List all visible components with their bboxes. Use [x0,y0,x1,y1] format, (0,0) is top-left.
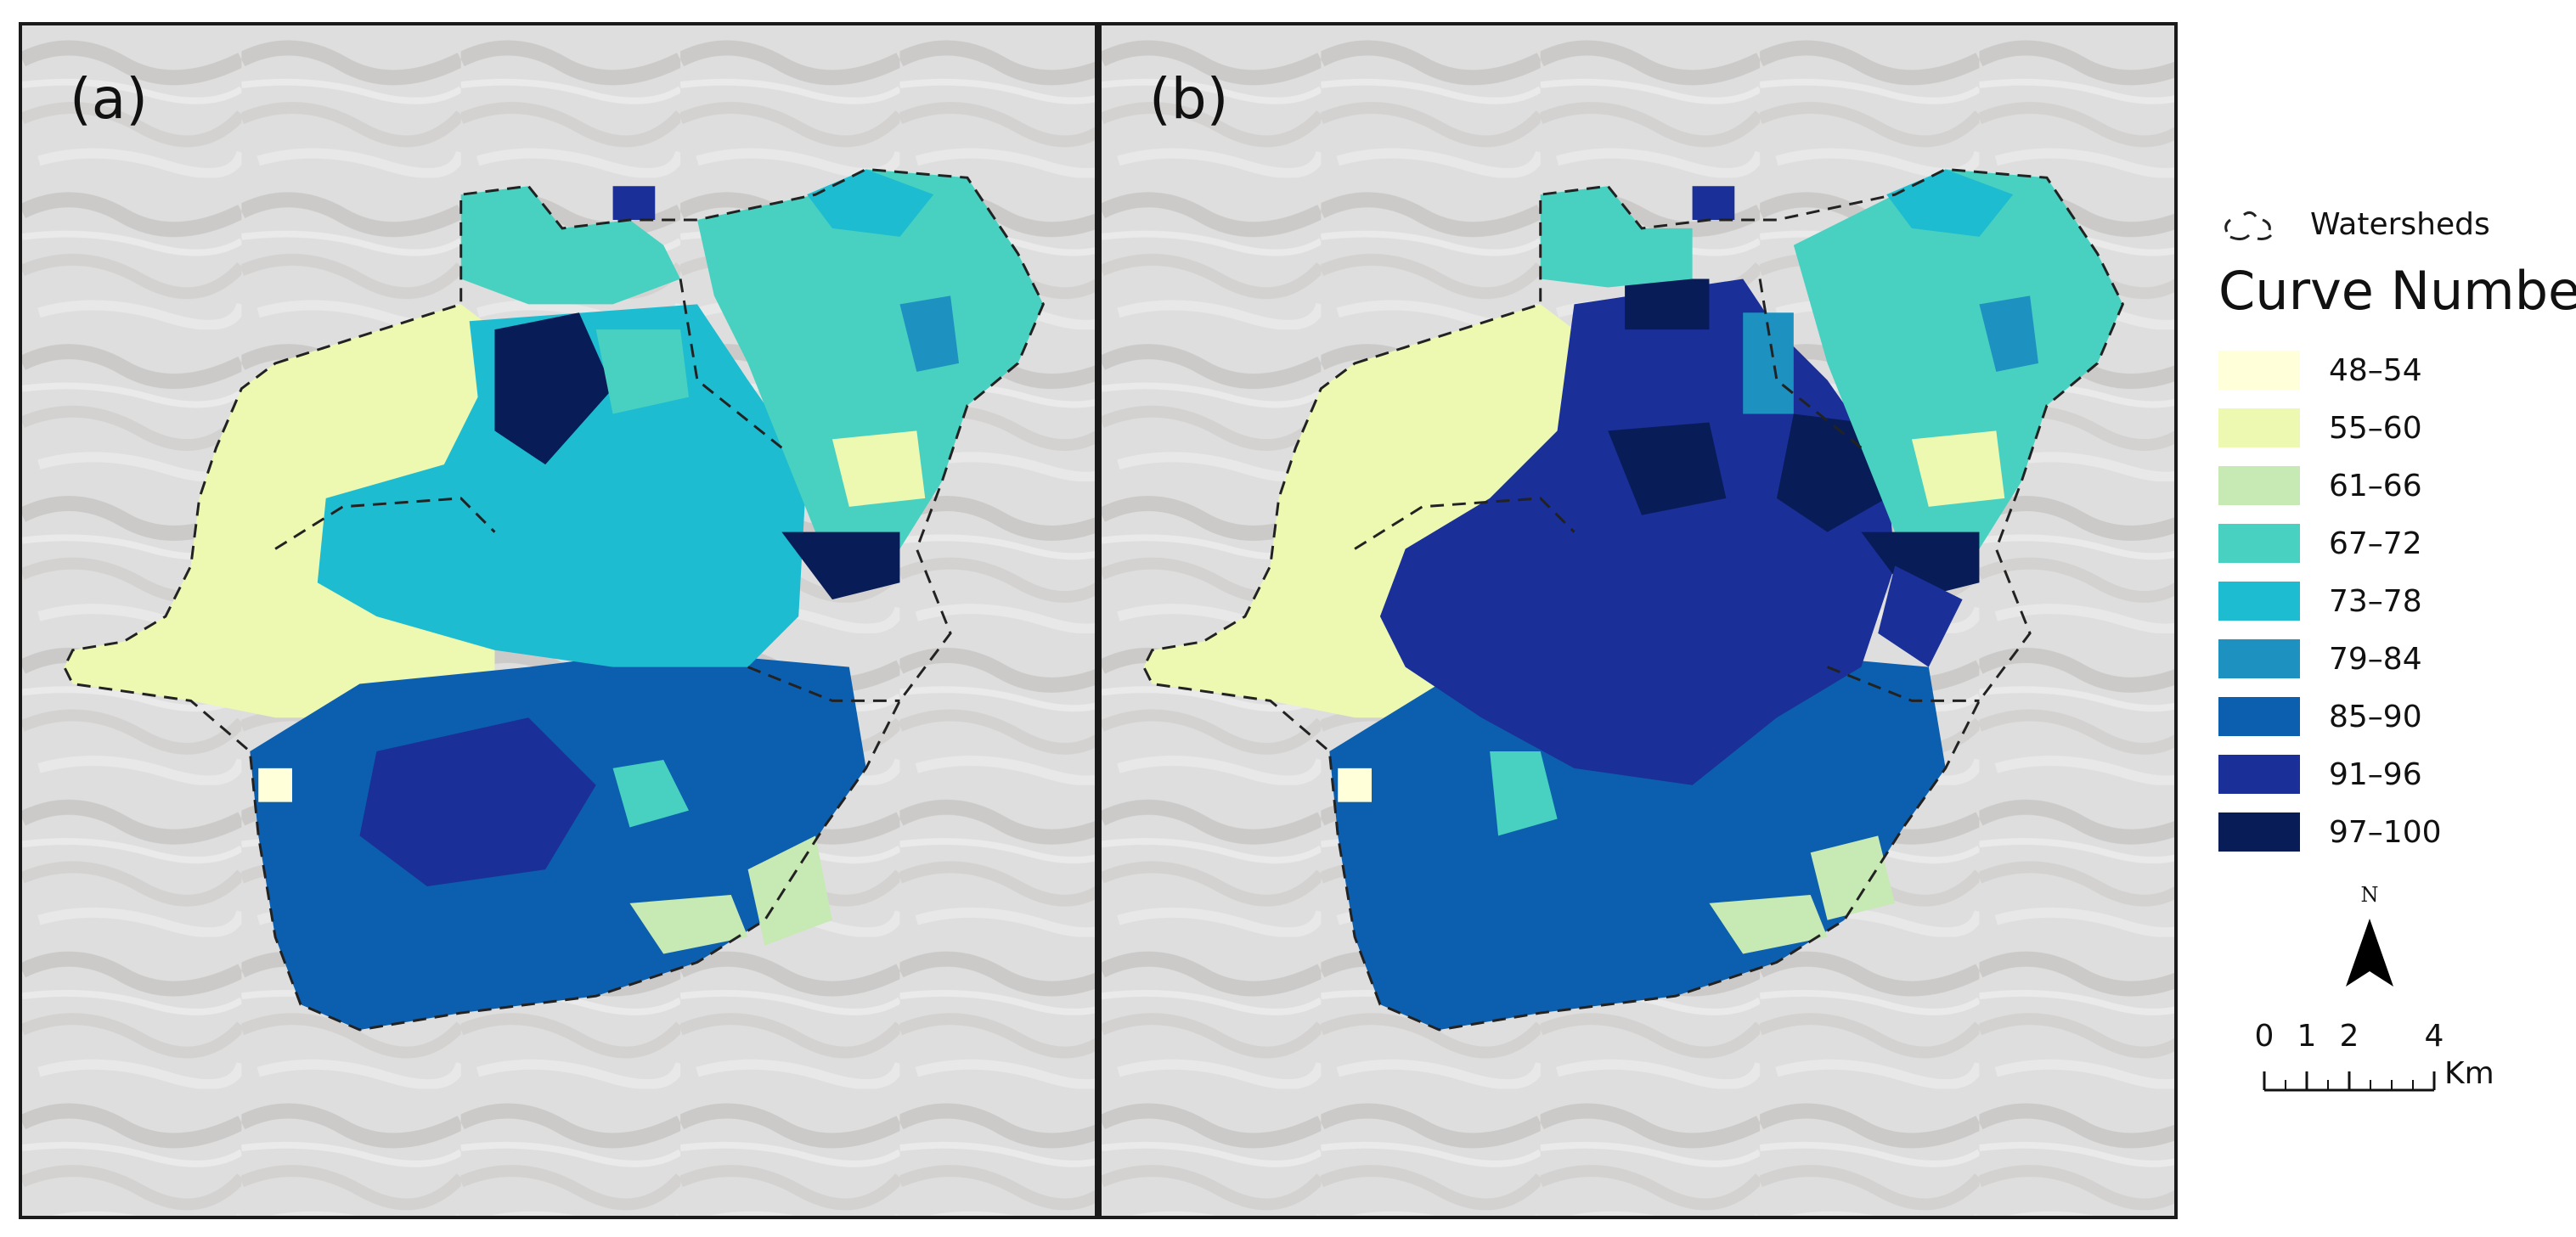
legend-class-label: 55–60 [2329,410,2422,446]
legend-title: Curve Number [2218,260,2576,322]
legend-class-label: 79–84 [2329,641,2422,677]
legend-class: 48–54 [2218,341,2442,399]
scale-bar: 0 1 2 4 Km [2255,1019,2565,1112]
scale-tick-label: 2 [2339,1019,2359,1054]
legend-swatch [2218,697,2300,736]
scale-unit: Km [2444,1056,2494,1091]
map-a-graphic [22,25,1095,1216]
legend-class-label: 67–72 [2329,526,2422,561]
scale-tick-label: 4 [2424,1019,2444,1054]
legend-class: 85–90 [2218,688,2442,745]
legend-swatch [2218,639,2300,678]
panel-label-a: (a) [70,66,148,132]
legend-watersheds-label: Watersheds [2310,206,2490,242]
legend-swatch [2218,466,2300,505]
legend-swatch [2218,524,2300,563]
legend-class-label: 48–54 [2329,352,2422,388]
legend-class-label: 73–78 [2329,583,2422,619]
legend-class-label: 97–100 [2329,814,2442,850]
map-panel-b: (b) [1098,22,2178,1219]
scale-bar-graphic [2263,1071,2436,1092]
legend-swatch [2218,812,2300,852]
watershed-boundary-icon [2224,211,2273,241]
map-legend: Watersheds Curve Number 48–54 55–60 61–6… [2208,0,2576,1237]
legend-class: 79–84 [2218,630,2442,688]
scale-tick-label: 1 [2297,1019,2317,1054]
legend-swatch [2218,408,2300,447]
north-arrow-icon [2346,919,2393,987]
legend-class: 55–60 [2218,399,2442,457]
scale-tick-label: 0 [2254,1019,2274,1054]
legend-class: 73–78 [2218,572,2442,630]
legend-swatch [2218,351,2300,390]
legend-class: 97–100 [2218,803,2442,861]
panel-label-b: (b) [1149,66,1229,132]
legend-class-label: 85–90 [2329,699,2422,734]
north-arrow-label: N [2360,883,2379,907]
legend-class-label: 61–66 [2329,468,2422,503]
map-panel-a: (a) [19,22,1098,1219]
north-arrow: N [2327,883,2412,993]
legend-class: 61–66 [2218,457,2442,514]
legend-classes: 48–54 55–60 61–66 67–72 73–78 79–84 85–9… [2218,341,2442,861]
legend-class: 91–96 [2218,745,2442,803]
map-b-graphic [1102,25,2174,1216]
legend-class-label: 91–96 [2329,756,2422,792]
legend-swatch [2218,582,2300,621]
legend-watersheds: Watersheds [2220,199,2490,250]
legend-swatch [2218,755,2300,794]
legend-class: 67–72 [2218,514,2442,572]
